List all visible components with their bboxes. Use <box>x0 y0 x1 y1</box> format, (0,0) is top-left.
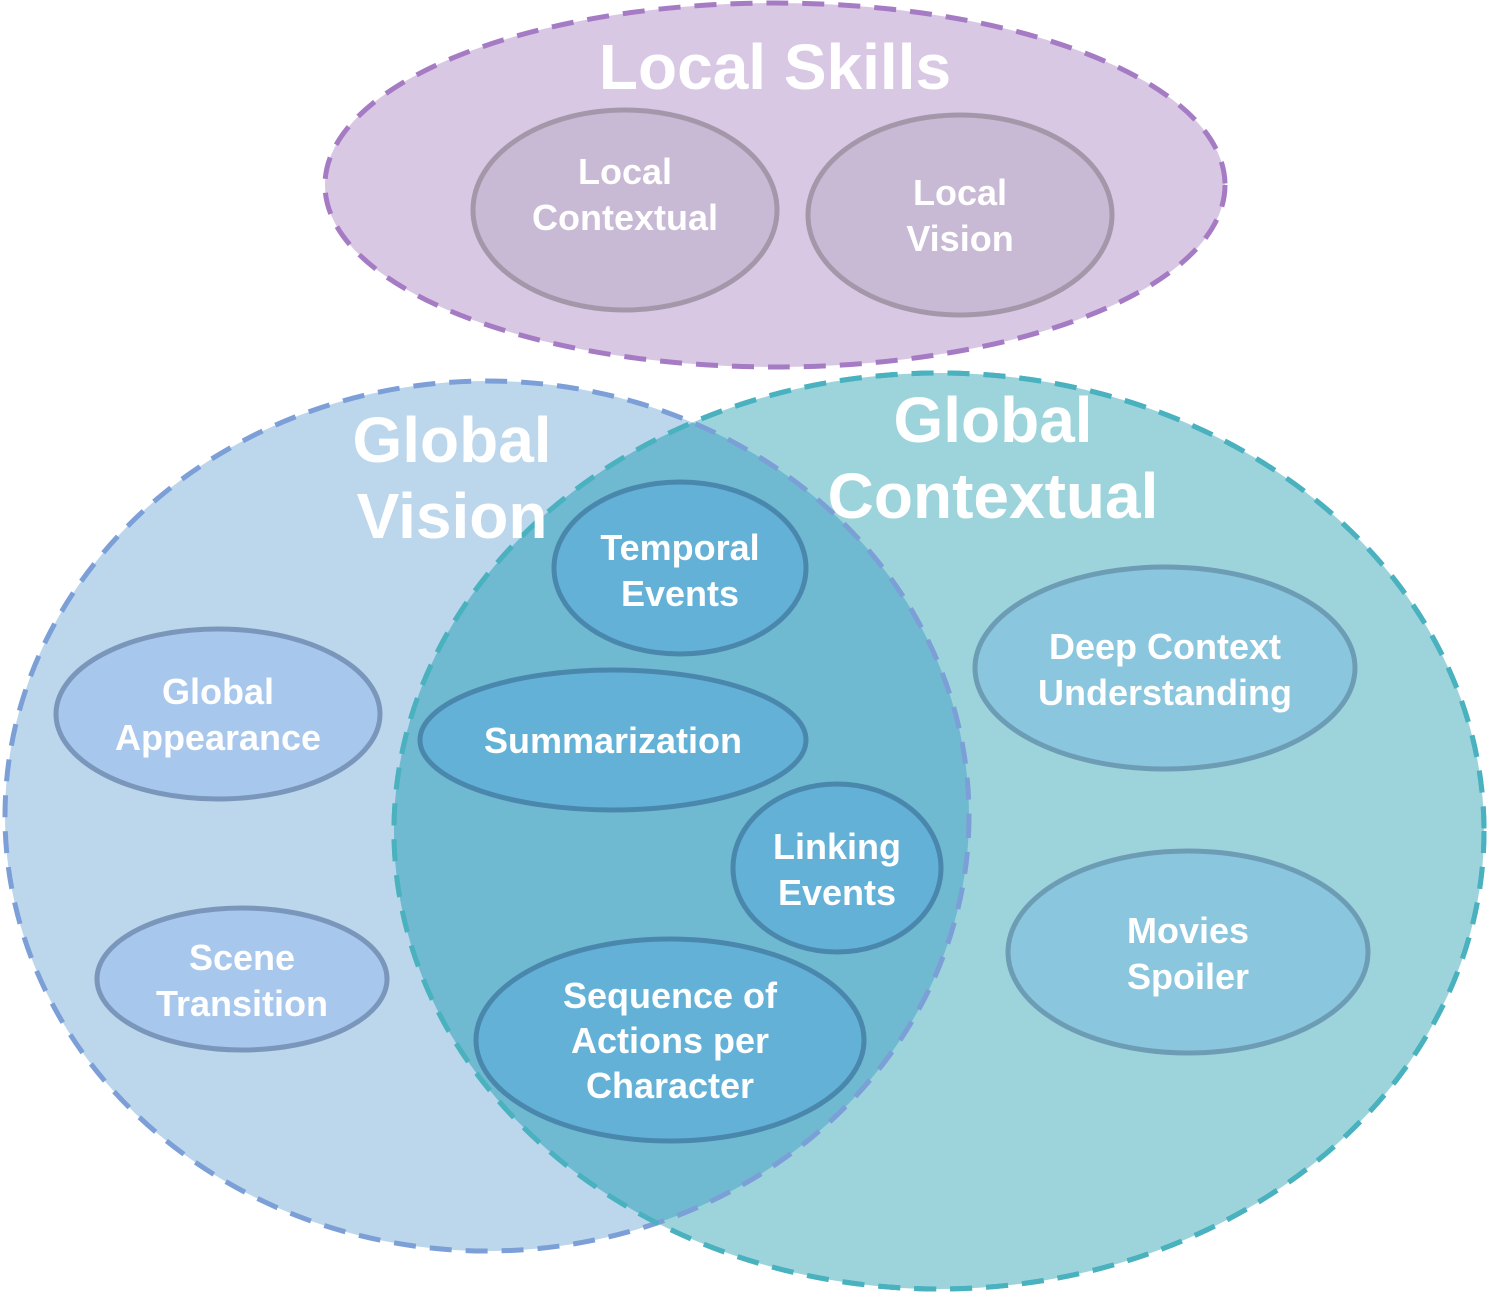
label-line: Events <box>778 872 896 913</box>
skill-label: Local Contextual <box>532 151 718 238</box>
skill-ellipse <box>730 781 944 955</box>
label-line: Character <box>586 1065 754 1106</box>
skill-ellipse <box>805 112 1115 318</box>
label-line: Sequence of <box>563 975 778 1016</box>
label-line: Summarization <box>484 720 742 761</box>
skill-label: Scene Transition <box>156 937 328 1024</box>
skill-label: Movies Spoiler <box>1127 910 1249 997</box>
label-line: Events <box>621 573 739 614</box>
label-line: Transition <box>156 983 328 1024</box>
label-line: Appearance <box>115 717 321 758</box>
skill-temporal-events: Temporal Events <box>551 479 809 657</box>
global-vision-outline <box>2 378 972 1254</box>
skill-scene-transition: Scene Transition <box>94 905 390 1053</box>
label-line: Understanding <box>1038 672 1292 713</box>
skill-global-appearance: Global Appearance <box>53 626 383 802</box>
skill-label: Deep Context Understanding <box>1038 626 1292 713</box>
global-vision-title: Global Vision <box>352 404 551 552</box>
skill-movies-spoiler: Movies Spoiler <box>1005 848 1371 1056</box>
skill-ellipse <box>972 564 1358 772</box>
label-line: Linking <box>773 826 901 867</box>
label-line: Global <box>893 384 1092 456</box>
global-contextual-title: Global Contextual <box>828 384 1159 532</box>
label-line: Deep Context <box>1049 626 1281 667</box>
skill-label: Global Appearance <box>115 671 321 758</box>
skill-label: Summarization <box>484 720 742 761</box>
label-line: Global <box>162 671 274 712</box>
skill-summarization: Summarization <box>417 667 809 813</box>
label-line: Scene <box>189 937 295 978</box>
skill-local-contextual: Local Contextual <box>470 107 780 313</box>
global-contextual-outline <box>391 370 1487 1292</box>
skill-ellipse <box>473 936 867 1144</box>
label-line: Actions per <box>571 1020 769 1061</box>
skill-label: Temporal Events <box>600 527 759 614</box>
skill-ellipse <box>417 667 809 813</box>
skill-sequence-of-actions: Sequence of Actions per Character <box>473 936 867 1144</box>
skill-deep-context-understanding: Deep Context Understanding <box>972 564 1358 772</box>
label-line: Vision <box>906 218 1013 259</box>
label-line: Movies <box>1127 910 1249 951</box>
skill-ellipse <box>551 479 809 657</box>
skill-ellipse <box>470 107 780 313</box>
skill-linking-events: Linking Events <box>730 781 944 955</box>
label-line: Temporal <box>600 527 759 568</box>
skill-local-vision: Local Vision <box>805 112 1115 318</box>
skill-ellipse <box>1005 848 1371 1056</box>
label-line: Spoiler <box>1127 956 1249 997</box>
skill-label: Sequence of Actions per Character <box>563 975 778 1106</box>
skill-label: Linking Events <box>773 826 901 913</box>
label-line: Local <box>913 172 1007 213</box>
skill-ellipse <box>53 626 383 802</box>
label-line: Contextual <box>828 460 1159 532</box>
skill-label: Local Vision <box>906 172 1013 259</box>
skill-ellipse <box>94 905 390 1053</box>
label-line: Contextual <box>532 197 718 238</box>
label-line: Local <box>578 151 672 192</box>
label-line: Vision <box>357 480 548 552</box>
label-line: Local Skills <box>599 31 951 103</box>
label-line: Global <box>352 404 551 476</box>
local-skills-title: Local Skills <box>599 31 951 103</box>
